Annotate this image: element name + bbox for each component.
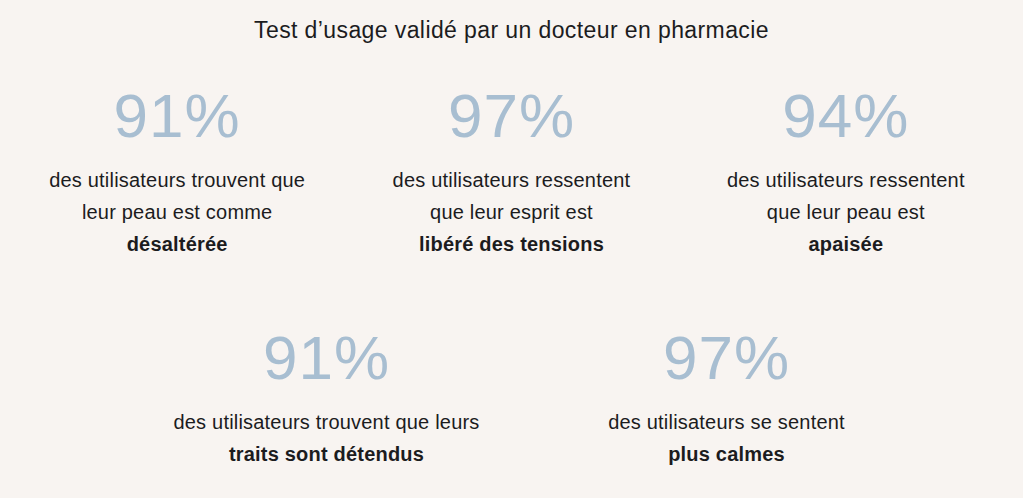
stats-row-bottom: 91% des utilisateurs trouvent que leurs … — [0, 324, 1023, 470]
stat-highlight: apaisée — [679, 228, 1013, 260]
stat-line-2: que leur esprit est — [344, 196, 678, 228]
stat-description: des utilisateurs trouvent que leurs trai… — [132, 406, 522, 470]
stat-card-feel-calmer: 97% des utilisateurs se sentent plus cal… — [562, 324, 892, 470]
stat-value: 97% — [344, 82, 678, 150]
stat-line-1: des utilisateurs se sentent — [562, 406, 892, 438]
stat-value: 91% — [10, 82, 344, 150]
stat-card-skin-soothed: 94% des utilisateurs ressentent que leur… — [679, 82, 1013, 260]
stat-line-1: des utilisateurs trouvent que leurs — [132, 406, 522, 438]
stat-description: des utilisateurs se sentent plus calmes — [562, 406, 892, 470]
stat-highlight: plus calmes — [562, 438, 892, 470]
stat-value: 94% — [679, 82, 1013, 150]
usage-test-infographic: Test d’usage validé par un docteur en ph… — [0, 0, 1023, 498]
page-title: Test d’usage validé par un docteur en ph… — [0, 17, 1023, 44]
stat-highlight: désaltérée — [10, 228, 344, 260]
stat-description: des utilisateurs trouvent que leur peau … — [10, 164, 344, 260]
stat-card-features-relaxed: 91% des utilisateurs trouvent que leurs … — [132, 324, 522, 470]
stat-line-2: leur peau est comme — [10, 196, 344, 228]
stat-highlight: traits sont détendus — [132, 438, 522, 470]
stat-line-2: que leur peau est — [679, 196, 1013, 228]
stat-description: des utilisateurs ressentent que leur esp… — [344, 164, 678, 260]
stat-value: 91% — [132, 324, 522, 392]
stat-line-1: des utilisateurs ressentent — [344, 164, 678, 196]
stat-card-skin-hydrated: 91% des utilisateurs trouvent que leur p… — [10, 82, 344, 260]
stat-line-1: des utilisateurs trouvent que — [10, 164, 344, 196]
stat-highlight: libéré des tensions — [344, 228, 678, 260]
stats-row-top: 91% des utilisateurs trouvent que leur p… — [0, 82, 1023, 260]
stat-description: des utilisateurs ressentent que leur pea… — [679, 164, 1013, 260]
stat-card-mind-freed: 97% des utilisateurs ressentent que leur… — [344, 82, 678, 260]
stat-value: 97% — [562, 324, 892, 392]
stat-line-1: des utilisateurs ressentent — [679, 164, 1013, 196]
